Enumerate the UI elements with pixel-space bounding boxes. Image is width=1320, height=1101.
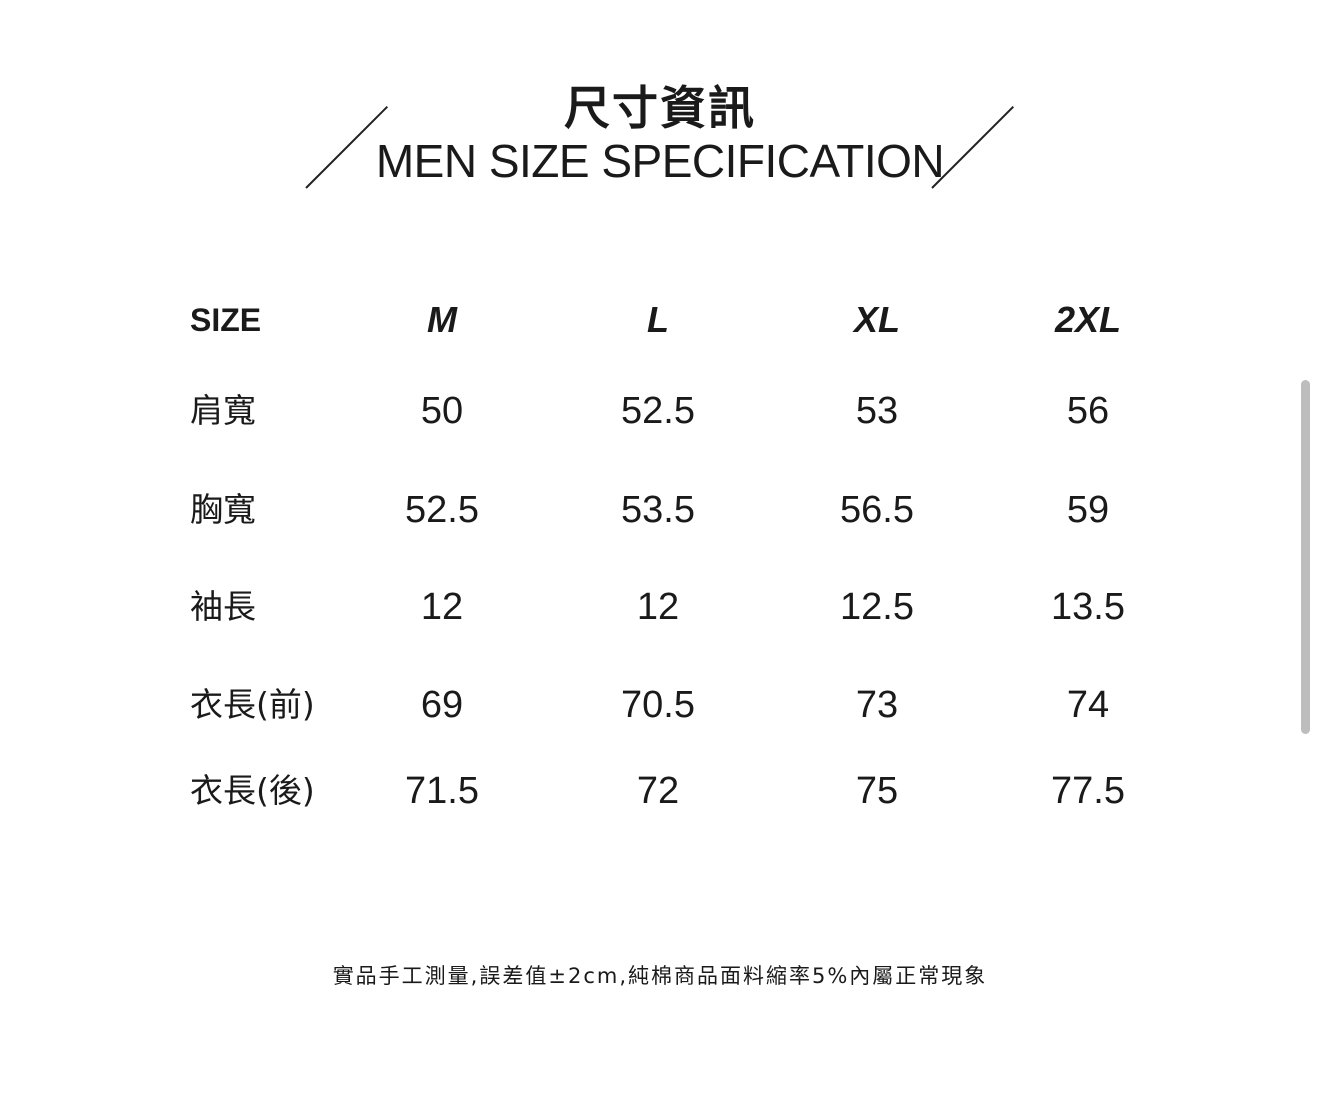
row-label: 胸寬 [190, 490, 256, 529]
table-cell: 52.5 [621, 390, 695, 432]
row-label: 衣長(後) [190, 771, 315, 810]
table-cell: 73 [855, 684, 899, 726]
table-cell: 12 [420, 586, 464, 628]
table-cell: 56 [1066, 390, 1110, 432]
title-chinese: 尺寸資訊 [564, 81, 756, 135]
table-cell: 13.5 [1051, 586, 1125, 628]
table-cell: 12.5 [840, 586, 914, 628]
table-cell: 53.5 [621, 489, 695, 531]
measurement-note: 實品手工測量,誤差值±2cm,純棉商品面料縮率5%內屬正常現象 [332, 964, 988, 988]
row-label: 肩寬 [190, 391, 256, 430]
header-size-l: L [647, 299, 669, 340]
row-label: 衣長(前) [190, 685, 315, 724]
table-cell: 71.5 [405, 770, 479, 812]
title-english: MEN SIZE SPECIFICATION [375, 135, 945, 187]
table-cell: 77.5 [1051, 770, 1125, 812]
table-cell: 56.5 [840, 489, 914, 531]
row-label: 袖長 [190, 587, 256, 626]
table-cell: 70.5 [621, 684, 695, 726]
table-cell: 69 [420, 684, 464, 726]
table-cell: 53 [855, 390, 899, 432]
table-cell: 75 [855, 770, 899, 812]
table-cell: 50 [420, 390, 464, 432]
table-cell: 74 [1066, 684, 1110, 726]
header-size-xl: XL [853, 299, 900, 340]
table-cell: 12 [636, 586, 680, 628]
header-size-2xl: 2XL [1054, 299, 1122, 340]
table-cell: 59 [1066, 489, 1110, 531]
header-size-label: SIZE [190, 302, 262, 338]
scrollbar[interactable] [1301, 380, 1310, 734]
table-cell: 52.5 [405, 489, 479, 531]
header-size-m: M [427, 299, 457, 340]
table-cell: 72 [636, 770, 680, 812]
